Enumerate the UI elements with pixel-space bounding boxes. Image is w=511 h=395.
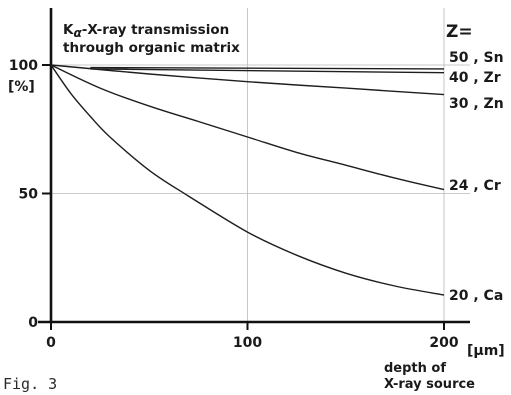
series-line-20-ca [50, 64, 445, 296]
series-label-20-ca: 20 , Ca [449, 288, 503, 304]
series-label-24-cr: 24 , Cr [449, 178, 501, 194]
y-axis-label: [%] [8, 79, 35, 95]
x-tick-label-200: 200 [429, 335, 458, 351]
y-tick-label-50: 50 [19, 187, 39, 203]
series-label-50-sn: 50 , Sn [449, 50, 504, 66]
y-tick-label-0: 0 [28, 315, 38, 331]
x-axis-label-line1: depth of [384, 361, 446, 376]
ticks: 0 100 200 0 50 100 [9, 58, 459, 351]
x-axis-label-line2: X-ray source [384, 377, 475, 392]
series-line-40-zr [90, 68, 445, 74]
series-label-30-zn: 30 , Zn [449, 96, 504, 112]
figure-caption: Fig. 3 [3, 375, 57, 393]
grid-lines [51, 8, 470, 322]
title-k: K [63, 22, 74, 38]
series-lines [50, 64, 445, 296]
axes [38, 8, 470, 324]
series-label-40-zr: 40 , Zr [449, 70, 501, 86]
chart-title-line2: through organic matrix [63, 40, 240, 56]
title-rest: -X-ray transmission [82, 22, 230, 38]
x-axis-unit: [μm] [467, 343, 505, 359]
y-tick-label-100: 100 [9, 58, 38, 74]
chart-title-line1: Kα-X-ray transmission [63, 22, 229, 40]
x-tick-label-100: 100 [233, 335, 262, 351]
series-line-30-zn [50, 64, 445, 96]
title-alpha: α [73, 26, 82, 40]
series-line-50-sn [90, 66, 445, 70]
x-tick-label-0: 0 [46, 335, 56, 351]
series-labels: 50 , Sn 40 , Zr 30 , Zn 24 , Cr 20 , Ca [449, 50, 504, 304]
legend-header: Z= [446, 22, 473, 42]
series-line-24-cr [50, 64, 445, 191]
